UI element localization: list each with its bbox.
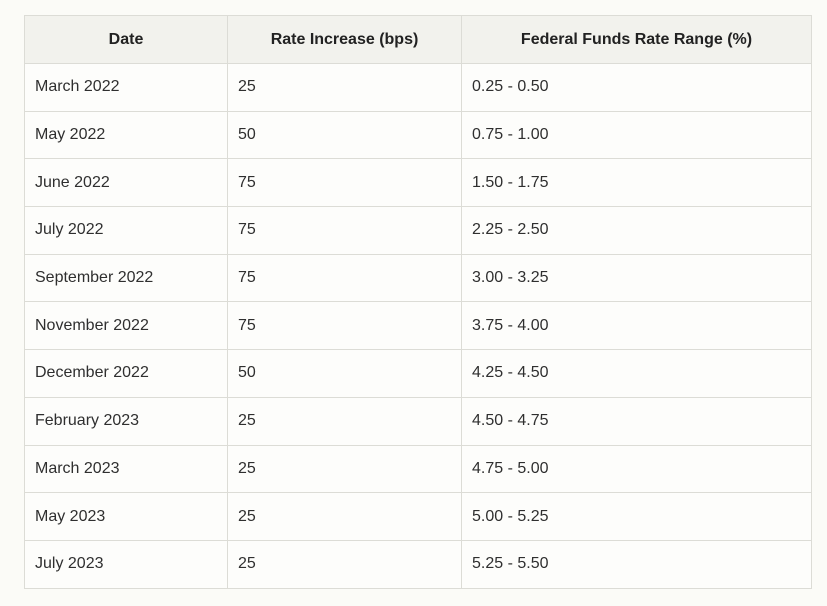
cell-rate-range: 5.00 - 5.25 (461, 492, 812, 541)
cell-date: July 2022 (24, 206, 228, 255)
cell-rate-increase: 50 (227, 110, 462, 160)
cell-rate-increase: 25 (227, 444, 462, 494)
cell-date: February 2023 (24, 396, 228, 446)
cell-rate-increase: 50 (227, 349, 462, 398)
rate-table-container: Date Rate Increase (bps) Federal Funds R… (24, 15, 812, 589)
cell-rate-increase: 75 (227, 301, 462, 351)
cell-rate-range: 4.50 - 4.75 (461, 396, 812, 446)
cell-date: May 2022 (24, 110, 228, 160)
rate-table: Date Rate Increase (bps) Federal Funds R… (24, 15, 812, 589)
table-row: May 2023 25 5.00 - 5.25 (24, 492, 812, 541)
cell-rate-range: 0.75 - 1.00 (461, 110, 812, 160)
cell-rate-increase: 25 (227, 492, 462, 541)
cell-rate-increase: 75 (227, 158, 462, 208)
cell-rate-range: 3.00 - 3.25 (461, 253, 812, 303)
cell-date: September 2022 (24, 253, 228, 303)
cell-rate-range: 5.25 - 5.50 (461, 539, 812, 589)
table-row: March 2022 25 0.25 - 0.50 (24, 63, 812, 112)
table-row: November 2022 75 3.75 - 4.00 (24, 301, 812, 351)
table-row: May 2022 50 0.75 - 1.00 (24, 110, 812, 160)
cell-rate-range: 4.75 - 5.00 (461, 444, 812, 494)
table-row: February 2023 25 4.50 - 4.75 (24, 396, 812, 446)
table-row: June 2022 75 1.50 - 1.75 (24, 158, 812, 208)
table-row: December 2022 50 4.25 - 4.50 (24, 349, 812, 398)
header-row: Date Rate Increase (bps) Federal Funds R… (24, 15, 812, 64)
table-row: September 2022 75 3.00 - 3.25 (24, 253, 812, 303)
cell-rate-range: 0.25 - 0.50 (461, 63, 812, 112)
header-rate-increase: Rate Increase (bps) (227, 15, 462, 64)
cell-rate-increase: 75 (227, 253, 462, 303)
cell-rate-increase: 25 (227, 396, 462, 446)
cell-rate-increase: 25 (227, 539, 462, 589)
table-body: March 2022 25 0.25 - 0.50 May 2022 50 0.… (24, 63, 812, 589)
header-rate-range: Federal Funds Rate Range (%) (461, 15, 812, 64)
cell-date: March 2023 (24, 444, 228, 494)
cell-date: November 2022 (24, 301, 228, 351)
table-header: Date Rate Increase (bps) Federal Funds R… (24, 15, 812, 64)
cell-date: December 2022 (24, 349, 228, 398)
cell-date: June 2022 (24, 158, 228, 208)
header-date: Date (24, 15, 228, 64)
table-row: March 2023 25 4.75 - 5.00 (24, 444, 812, 494)
table-row: July 2022 75 2.25 - 2.50 (24, 206, 812, 255)
cell-rate-range: 3.75 - 4.00 (461, 301, 812, 351)
cell-date: July 2023 (24, 539, 228, 589)
cell-rate-increase: 75 (227, 206, 462, 255)
cell-rate-range: 2.25 - 2.50 (461, 206, 812, 255)
cell-date: May 2023 (24, 492, 228, 541)
cell-rate-range: 1.50 - 1.75 (461, 158, 812, 208)
cell-date: March 2022 (24, 63, 228, 112)
cell-rate-range: 4.25 - 4.50 (461, 349, 812, 398)
table-row: July 2023 25 5.25 - 5.50 (24, 539, 812, 589)
cell-rate-increase: 25 (227, 63, 462, 112)
